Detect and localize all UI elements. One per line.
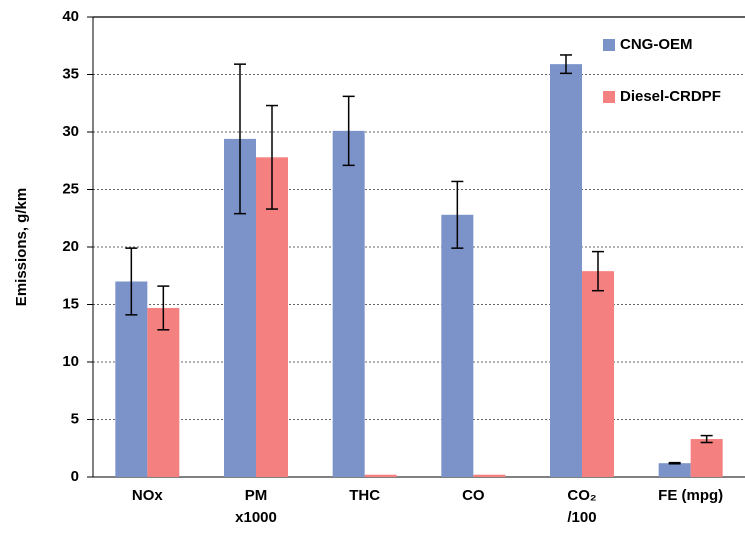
- y-tick-label: 15: [62, 295, 79, 312]
- x-tick-label: CO: [462, 487, 485, 504]
- y-tick-label: 35: [62, 65, 79, 82]
- x-tick-label: PM x1000: [235, 487, 277, 526]
- bar: [364, 474, 397, 477]
- error-bar: [560, 54, 572, 75]
- bar: [147, 307, 180, 477]
- error-bar: [157, 285, 170, 331]
- error-bar: [592, 250, 604, 292]
- y-tick-label: 20: [62, 238, 79, 255]
- y-tick-label: 40: [62, 8, 79, 25]
- x-tick-label: FE (mpg): [658, 487, 723, 504]
- y-tick-label: 10: [62, 353, 79, 370]
- bar: [550, 64, 582, 478]
- legend-label: Diesel-CRDPF: [620, 88, 721, 105]
- x-tick-label: NOx: [132, 487, 164, 504]
- bar: [256, 157, 288, 478]
- y-tick-label: 5: [71, 410, 79, 427]
- error-bar: [266, 104, 278, 210]
- error-bar: [342, 95, 355, 167]
- legend-label: CNG-OEM: [620, 36, 693, 53]
- x-tick-label: THC: [349, 487, 380, 504]
- error-bar: [700, 434, 713, 444]
- bar: [582, 271, 614, 477]
- bar: [473, 474, 506, 477]
- bar: [332, 130, 365, 477]
- error-bar: [234, 63, 246, 215]
- error-bar: [125, 247, 138, 316]
- error-bar: [451, 180, 464, 249]
- y-tick-label: 30: [62, 123, 79, 140]
- bar: [658, 463, 691, 477]
- y-tick-label: 0: [71, 468, 79, 485]
- x-tick-label: CO₂/100: [567, 487, 596, 526]
- legend-swatch: [603, 91, 615, 103]
- bar: [441, 214, 474, 478]
- y-tick-label: 25: [62, 180, 79, 197]
- legend-swatch: [603, 39, 615, 51]
- bar: [690, 439, 723, 477]
- error-bar: [668, 461, 681, 465]
- y-axis-label: Emissions, g/km: [13, 188, 30, 306]
